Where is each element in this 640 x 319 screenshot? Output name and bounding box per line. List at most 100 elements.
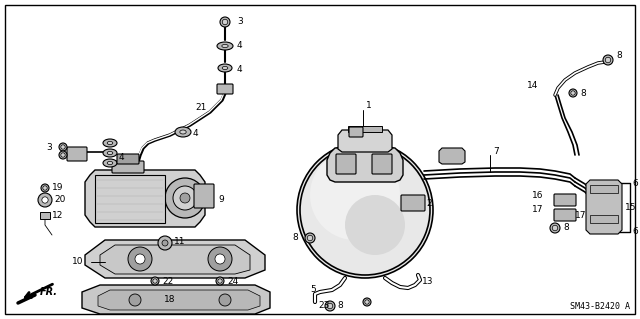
Circle shape [550, 223, 560, 233]
Circle shape [327, 303, 333, 309]
Ellipse shape [103, 159, 117, 167]
Circle shape [128, 247, 152, 271]
Ellipse shape [103, 139, 117, 147]
Circle shape [42, 197, 48, 203]
Circle shape [61, 153, 65, 157]
Ellipse shape [222, 66, 228, 70]
Ellipse shape [103, 149, 117, 157]
Circle shape [325, 301, 335, 311]
Text: 20: 20 [54, 196, 65, 204]
Text: 16: 16 [531, 190, 543, 199]
Ellipse shape [108, 161, 113, 165]
Polygon shape [439, 148, 465, 164]
Circle shape [345, 195, 405, 255]
Circle shape [552, 225, 557, 231]
Text: 22: 22 [162, 277, 173, 286]
FancyBboxPatch shape [401, 195, 425, 211]
Circle shape [162, 240, 168, 246]
Text: 13: 13 [422, 278, 433, 286]
Circle shape [220, 17, 230, 27]
Circle shape [61, 145, 65, 149]
FancyBboxPatch shape [112, 161, 144, 173]
Circle shape [215, 254, 225, 264]
Text: 24: 24 [227, 277, 238, 286]
Circle shape [307, 235, 313, 241]
Polygon shape [586, 180, 622, 234]
Circle shape [365, 300, 369, 304]
Bar [348, 126, 382, 132]
Circle shape [571, 91, 575, 95]
FancyBboxPatch shape [336, 154, 356, 174]
Text: 8: 8 [580, 88, 586, 98]
Circle shape [151, 277, 159, 285]
Polygon shape [85, 240, 265, 278]
Circle shape [129, 294, 141, 306]
Circle shape [153, 279, 157, 283]
FancyBboxPatch shape [372, 154, 392, 174]
Text: 12: 12 [52, 211, 63, 220]
Polygon shape [100, 245, 250, 274]
Text: 5: 5 [310, 286, 316, 294]
Text: 2: 2 [426, 198, 431, 207]
Circle shape [363, 298, 371, 306]
Text: 10: 10 [72, 257, 83, 266]
Polygon shape [85, 170, 205, 227]
Text: 3: 3 [46, 144, 52, 152]
Text: 6: 6 [632, 227, 637, 236]
FancyBboxPatch shape [217, 84, 233, 94]
Bar [590, 215, 618, 223]
Circle shape [41, 184, 49, 192]
Text: 4: 4 [193, 130, 198, 138]
Text: 14: 14 [527, 80, 538, 90]
Circle shape [43, 186, 47, 190]
Text: 17: 17 [531, 205, 543, 214]
Text: 6: 6 [632, 179, 637, 188]
Text: 17: 17 [575, 211, 586, 220]
FancyBboxPatch shape [194, 184, 214, 208]
Text: 1: 1 [366, 100, 372, 109]
Ellipse shape [108, 152, 113, 155]
Ellipse shape [222, 44, 228, 48]
Circle shape [216, 277, 224, 285]
Circle shape [38, 193, 52, 207]
Text: 19: 19 [52, 183, 63, 192]
Ellipse shape [180, 130, 186, 134]
Circle shape [165, 178, 205, 218]
Circle shape [59, 151, 67, 159]
Ellipse shape [217, 42, 233, 50]
Text: 15: 15 [625, 203, 637, 211]
Text: 7: 7 [493, 147, 499, 157]
Text: 8: 8 [292, 234, 298, 242]
Text: 4: 4 [237, 65, 243, 75]
Text: 8: 8 [616, 50, 621, 60]
Circle shape [297, 142, 433, 278]
Polygon shape [98, 290, 260, 310]
FancyBboxPatch shape [554, 209, 576, 221]
Circle shape [222, 19, 228, 25]
Text: 9: 9 [218, 196, 224, 204]
Polygon shape [327, 148, 403, 182]
Ellipse shape [175, 127, 191, 137]
Text: FR.: FR. [40, 287, 58, 297]
Bar [590, 185, 618, 193]
FancyBboxPatch shape [554, 194, 576, 206]
Circle shape [180, 193, 190, 203]
Ellipse shape [218, 64, 232, 72]
Text: 4: 4 [237, 41, 243, 50]
Text: SM43-B2420 A: SM43-B2420 A [570, 302, 630, 311]
Circle shape [158, 236, 172, 250]
Bar [95, 175, 165, 223]
Circle shape [218, 279, 222, 283]
Text: 11: 11 [174, 238, 186, 247]
Text: 18: 18 [164, 295, 176, 305]
Polygon shape [82, 285, 270, 314]
Text: 21: 21 [195, 103, 206, 113]
Circle shape [310, 150, 400, 240]
Circle shape [135, 254, 145, 264]
Polygon shape [338, 130, 392, 152]
Circle shape [59, 143, 67, 151]
Bar [40, 212, 50, 219]
Circle shape [569, 89, 577, 97]
Circle shape [605, 57, 611, 63]
Text: 4: 4 [119, 153, 125, 162]
